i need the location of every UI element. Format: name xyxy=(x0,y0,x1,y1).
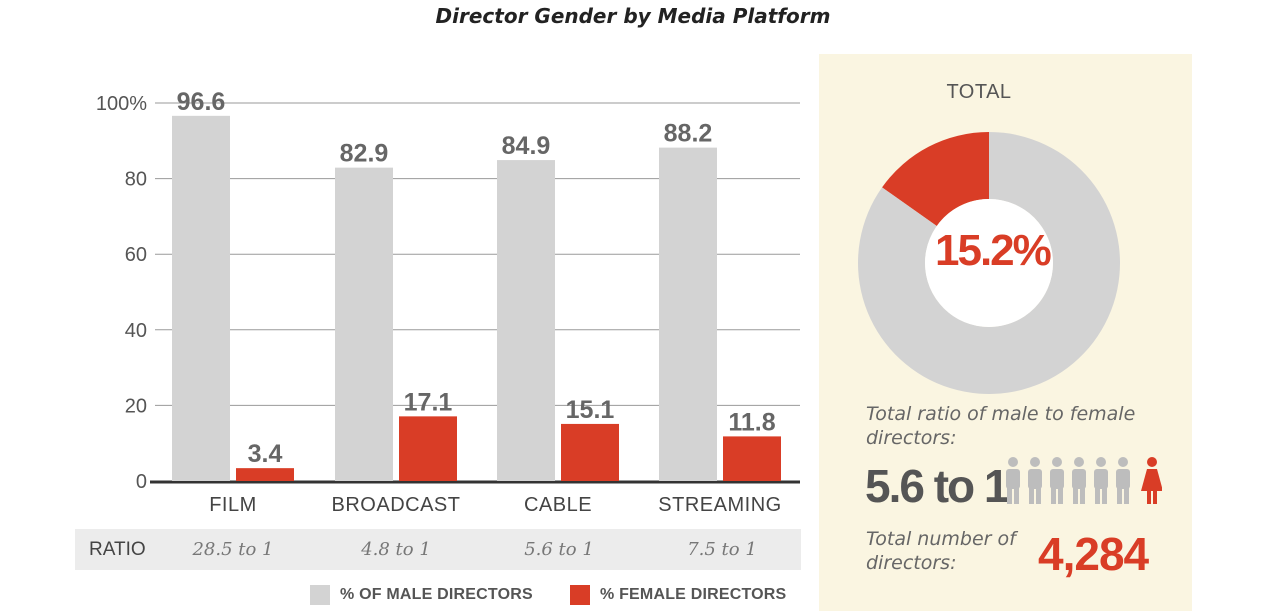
y-tick-label-0: 0 xyxy=(136,471,147,493)
value-label-male-streaming: 88.2 xyxy=(664,120,713,148)
total-donut-chart xyxy=(858,132,1120,394)
bar-male-film xyxy=(172,115,230,482)
ratio-value-film: 28.5 to 1 xyxy=(192,539,274,560)
legend-male: % OF MALE DIRECTORS xyxy=(310,585,533,605)
male-person-icon xyxy=(1006,457,1020,504)
donut-slice-male xyxy=(858,132,1120,394)
male-person-icon xyxy=(1072,457,1086,504)
bar-male-cable xyxy=(497,160,555,481)
total-directors-count: 4,284 xyxy=(1038,528,1149,580)
ratio-row: RATIO 28.5 to 1 4.8 to 1 5.6 to 1 7.5 to… xyxy=(75,529,801,570)
y-tick-label-80: 80 xyxy=(125,169,147,191)
bar-female-cable xyxy=(561,423,619,481)
value-label-female-cable: 15.1 xyxy=(566,396,615,424)
male-person-icon xyxy=(1094,457,1108,504)
male-person-icon xyxy=(1028,457,1042,504)
legend-female-label: % FEMALE DIRECTORS xyxy=(600,586,787,603)
people-icons xyxy=(1006,457,1162,504)
y-tick-label-60: 60 xyxy=(125,244,147,266)
category-label-broadcast: BROADCAST xyxy=(332,494,461,516)
bar-male-streaming xyxy=(659,147,717,481)
donut-center-percent: 15.2% xyxy=(935,226,1052,275)
legend-female: % FEMALE DIRECTORS xyxy=(570,585,786,605)
total-panel: TOTAL 15.2% Total ratio of male to femal… xyxy=(819,54,1192,611)
category-label-film: FILM xyxy=(209,494,257,516)
ratio-value-cable: 5.6 to 1 xyxy=(524,539,594,560)
category-label-cable: CABLE xyxy=(524,494,592,516)
total-label: TOTAL xyxy=(946,81,1012,103)
value-label-male-film: 96.6 xyxy=(177,88,226,116)
bar-female-film xyxy=(236,468,294,481)
ratio-value-streaming: 7.5 to 1 xyxy=(687,539,757,560)
total-ratio-value: 5.6 to 1 xyxy=(865,460,1010,512)
donut-hole xyxy=(925,199,1053,327)
bar-male-broadcast xyxy=(335,167,393,481)
legend-female-swatch xyxy=(570,585,590,605)
male-person-icon xyxy=(1050,457,1064,504)
ratio-header: RATIO xyxy=(89,539,146,560)
value-label-female-broadcast: 17.1 xyxy=(404,388,453,416)
value-label-female-film: 3.4 xyxy=(248,440,283,468)
value-label-male-cable: 84.9 xyxy=(502,132,551,160)
category-label-streaming: STREAMING xyxy=(658,494,781,516)
y-tick-label-20: 20 xyxy=(125,395,147,417)
count-caption: Total number of directors: xyxy=(866,528,1016,574)
male-person-icon xyxy=(1116,457,1130,504)
ratio-caption: Total ratio of male to female directors: xyxy=(866,403,1136,449)
female-person-icon xyxy=(1141,457,1162,504)
ratio-value-broadcast: 4.8 to 1 xyxy=(361,539,431,560)
legend-male-swatch xyxy=(310,585,330,605)
bar-female-streaming xyxy=(723,436,781,481)
legend-male-label: % OF MALE DIRECTORS xyxy=(340,586,533,603)
donut-slice-female xyxy=(882,132,989,227)
bar-female-broadcast xyxy=(399,416,457,481)
chart-title: Director Gender by Media Platform xyxy=(435,4,831,28)
y-tick-label-40: 40 xyxy=(125,320,147,342)
y-tick-label-100: 100% xyxy=(96,93,147,115)
value-label-female-streaming: 11.8 xyxy=(728,408,775,436)
bar-chart: 0 20 40 60 80 100% 96.6 3.4 FILM 82.9 17.1 BROADCAS… xyxy=(96,88,800,516)
value-label-male-broadcast: 82.9 xyxy=(340,140,389,168)
